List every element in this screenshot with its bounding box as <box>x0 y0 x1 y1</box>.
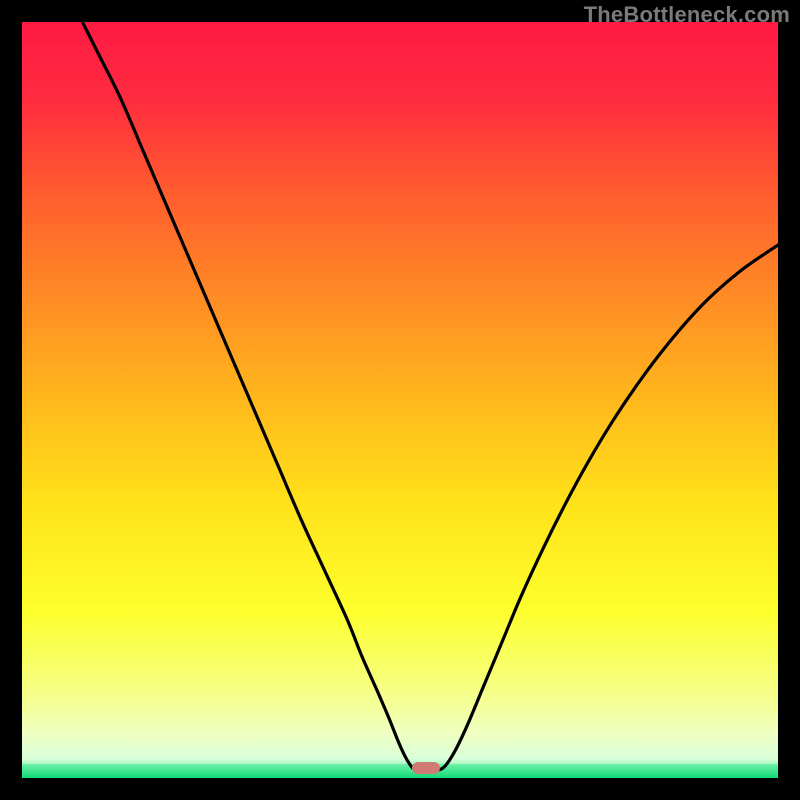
bottleneck-curve <box>22 22 778 778</box>
plot-area <box>22 22 778 778</box>
curve-path <box>82 22 778 771</box>
optimum-marker <box>412 762 440 774</box>
watermark-text: TheBottleneck.com <box>584 2 790 28</box>
chart-frame: TheBottleneck.com <box>0 0 800 800</box>
